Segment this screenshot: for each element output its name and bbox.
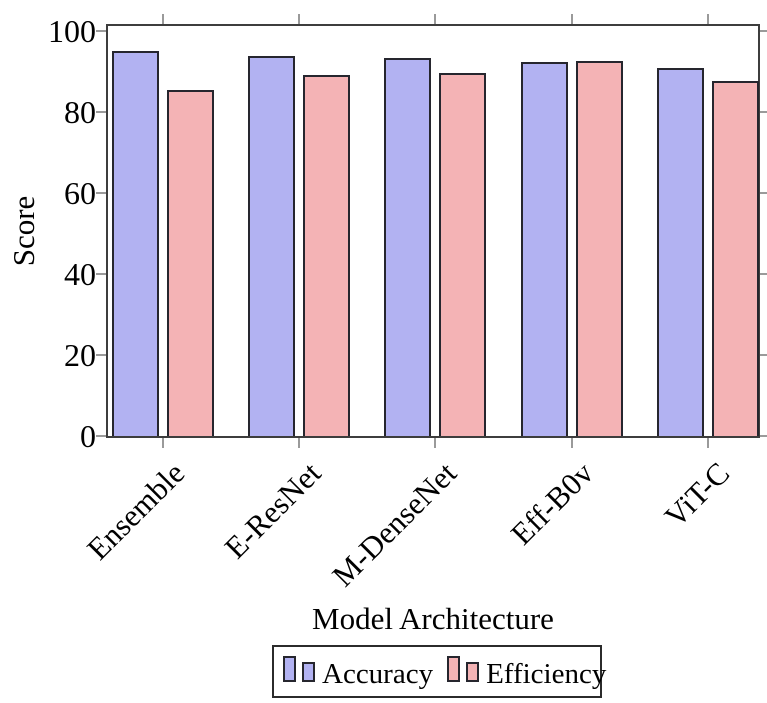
bar-m-densenet-accuracy [384,58,432,436]
x-tick-label: Ensemble [79,455,192,567]
bar-m-densenet-efficiency [439,72,487,436]
efficiency-bar-swatch-small-icon [466,662,480,682]
x-tick-bottom [298,438,301,448]
x-tick-label: Eff-B0v [503,455,600,552]
y-tick-label: 100 [48,12,96,49]
legend-label-efficiency: Efficiency [486,658,607,690]
x-tick-bottom [706,438,709,448]
x-tick-top [706,14,709,24]
y-tick-label: 40 [64,255,96,292]
legend-item-efficiency: Efficiency [447,656,606,690]
x-axis-title: Model Architecture [312,601,554,636]
y-tick-right [760,272,767,275]
y-tick-left [96,191,106,194]
bar-eff-b0v-efficiency [575,61,623,436]
x-tick-top [298,14,301,24]
y-tick-right [760,353,767,356]
x-tick-bottom [434,438,437,448]
efficiency-bar-swatch-icon [447,656,461,682]
plot-area [96,14,767,448]
y-tick-right [760,191,767,194]
y-tick-right [760,29,767,32]
x-tick-label: E-ResNet [217,455,328,566]
x-tick-top [162,14,164,24]
x-tick-bottom [570,438,573,448]
bar-vit-c-efficiency [711,80,759,436]
y-tick-left [96,272,106,275]
x-tick-top [434,14,437,24]
y-tick-label: 0 [80,418,96,454]
y-tick-left [96,29,106,32]
y-tick-label: 60 [64,174,96,211]
y-tick-left [96,110,106,113]
y-tick-right [760,435,767,437]
legend-label-accuracy: Accuracy [322,658,434,690]
y-tick-left [96,435,106,437]
bar-ensemble-accuracy [112,51,159,436]
x-tick-top [570,14,573,24]
bar-ensemble-efficiency [167,90,214,436]
y-tick-label: 80 [64,93,96,130]
accuracy-bar-swatch-small-icon [302,662,315,682]
legend-item-accuracy: Accuracy [283,656,433,690]
x-tick-label: M-DenseNet [325,455,464,594]
bar-vit-c-accuracy [656,68,704,436]
y-tick-left [96,353,106,356]
accuracy-bar-swatch-icon [283,656,296,682]
bar-e-resnet-accuracy [248,55,296,436]
x-tick-bottom [162,438,164,448]
bar-eff-b0v-accuracy [520,62,568,436]
legend: Accuracy Efficiency [272,645,606,698]
y-tick-right [760,110,767,113]
bar-e-resnet-efficiency [303,75,351,436]
x-tick-label: ViT-C [657,455,736,534]
y-tick-label: 20 [64,336,96,373]
